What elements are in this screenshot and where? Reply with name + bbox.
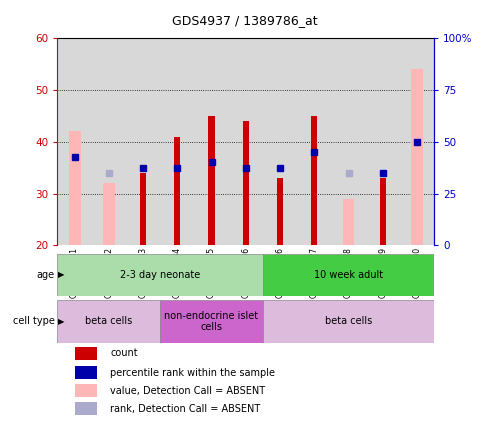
Bar	[195, 38, 229, 245]
Bar	[126, 38, 160, 245]
Bar	[411, 69, 423, 245]
Bar	[140, 173, 146, 245]
Bar	[400, 38, 434, 245]
Bar	[366, 38, 400, 245]
Bar	[75, 366, 97, 379]
Text: beta cells: beta cells	[85, 316, 132, 327]
Bar	[311, 116, 317, 245]
Text: GDS4937 / 1389786_at: GDS4937 / 1389786_at	[172, 14, 317, 27]
Bar	[160, 300, 263, 343]
Text: cell type: cell type	[13, 316, 55, 327]
Bar	[263, 254, 434, 296]
Bar	[160, 38, 195, 245]
Text: age: age	[37, 270, 55, 280]
Bar	[75, 402, 97, 415]
Bar	[92, 38, 126, 245]
Bar	[243, 121, 249, 245]
Text: ▶: ▶	[58, 317, 64, 326]
Bar	[75, 347, 97, 360]
Bar	[57, 254, 263, 296]
Bar	[209, 116, 215, 245]
Text: value, Detection Call = ABSENT: value, Detection Call = ABSENT	[110, 386, 265, 396]
Text: count: count	[110, 348, 138, 358]
Bar	[174, 137, 180, 245]
Text: ▶: ▶	[58, 270, 64, 280]
Bar	[277, 178, 283, 245]
Bar	[297, 38, 331, 245]
Bar	[68, 132, 80, 245]
Bar	[331, 38, 366, 245]
Bar	[57, 38, 92, 245]
Bar	[57, 300, 160, 343]
Text: 2-3 day neonate: 2-3 day neonate	[120, 270, 200, 280]
Bar	[263, 38, 297, 245]
Bar	[103, 183, 115, 245]
Text: beta cells: beta cells	[325, 316, 372, 327]
Bar	[229, 38, 263, 245]
Bar	[75, 384, 97, 397]
Bar	[342, 199, 354, 245]
Bar	[380, 178, 386, 245]
Text: 10 week adult: 10 week adult	[314, 270, 383, 280]
Text: rank, Detection Call = ABSENT: rank, Detection Call = ABSENT	[110, 404, 260, 414]
Text: percentile rank within the sample: percentile rank within the sample	[110, 368, 275, 378]
Text: non-endocrine islet
cells: non-endocrine islet cells	[165, 310, 258, 332]
Bar	[263, 300, 434, 343]
